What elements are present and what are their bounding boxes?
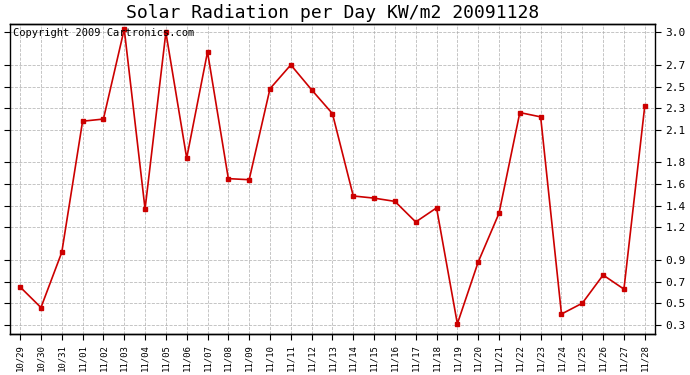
Title: Solar Radiation per Day KW/m2 20091128: Solar Radiation per Day KW/m2 20091128: [126, 4, 539, 22]
Text: Copyright 2009 Cartronics.com: Copyright 2009 Cartronics.com: [13, 28, 194, 38]
